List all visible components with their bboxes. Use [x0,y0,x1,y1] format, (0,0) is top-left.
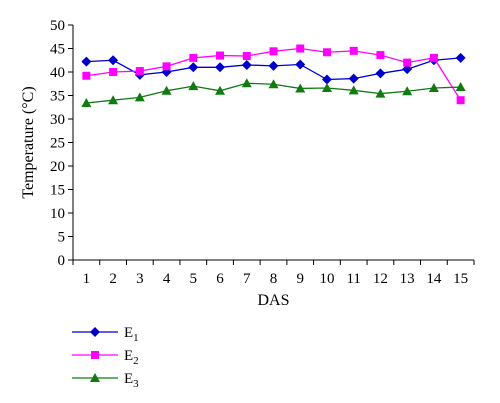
data-point [375,68,386,79]
data-point [215,62,226,73]
data-point [161,85,172,95]
legend-item-e2: E2 [72,348,139,367]
y-tick-label: 35 [50,89,65,105]
x-tick-label: 10 [319,271,334,287]
data-point [403,58,412,67]
x-tick-label: 5 [190,271,198,287]
axes [72,25,474,261]
data-point [241,59,252,70]
data-point [108,55,119,66]
data-point [456,96,465,105]
data-point [268,79,279,89]
data-point [322,48,331,57]
data-point [134,92,145,102]
legend-swatch-marker [91,351,99,359]
legend-item-e3: E3 [72,371,139,390]
legend-item-e1: E1 [72,325,139,344]
y-tick-label: 40 [50,65,65,81]
data-point [429,53,438,62]
x-tick-label: 12 [373,271,388,287]
data-point [135,67,144,76]
y-tick-label: 50 [50,18,65,34]
y-axis-title: Temperature (°C) [20,86,37,198]
y-tick-label: 45 [50,42,65,58]
y-tick-label: 0 [58,253,66,269]
data-point [402,86,413,96]
data-point [402,64,413,75]
y-tick-label: 30 [50,112,65,128]
legend-label: E1 [124,325,139,344]
y-tick-label: 20 [50,159,65,175]
series-layer [81,44,466,108]
data-point [188,62,199,73]
x-tick-label: 8 [270,271,278,287]
x-tick-label: 7 [243,271,251,287]
data-point [269,47,278,56]
legend-swatch-marker [90,373,100,382]
legend-label: E2 [124,348,139,367]
data-point [109,68,118,76]
data-point [375,88,386,98]
data-point [216,51,225,60]
x-tick-label: 3 [136,271,144,287]
data-point [321,82,332,92]
x-tick-label: 13 [400,271,415,287]
y-tick-label: 10 [50,206,65,222]
x-axis-ticks: 1 2 3 4 5 6 7 8 9 10 11 12 13 14 15 [72,260,475,287]
legend: E1 E2 E3 [72,325,139,390]
x-tick-label: 4 [163,271,171,287]
series-e2 [82,44,465,105]
data-point [455,52,466,63]
data-point [241,78,252,88]
data-point [348,73,359,84]
data-point [349,46,358,55]
data-point [376,51,385,60]
data-point [348,85,359,95]
data-point [82,71,91,80]
data-point [81,56,92,67]
series-e3 [81,78,466,108]
x-tick-label: 6 [216,271,224,287]
x-axis-title: DAS [257,292,289,309]
data-point [428,82,439,92]
legend-label: E3 [124,371,139,390]
data-point [162,62,171,71]
legend-swatch-marker [90,327,100,337]
data-point [321,74,332,85]
y-tick-label: 15 [50,183,65,199]
data-point [242,52,251,61]
data-point [108,95,119,105]
data-point [188,81,199,91]
x-tick-label: 9 [296,271,304,287]
data-point [455,82,466,92]
data-point [295,83,306,93]
data-point [296,44,305,53]
y-tick-label: 5 [58,230,66,246]
y-axis-ticks: 0 5 10 15 20 25 30 35 40 45 50 [50,18,73,269]
data-point [81,98,92,108]
data-point [215,85,226,95]
x-tick-label: 11 [346,271,360,287]
x-tick-label: 14 [426,271,442,287]
x-tick-label: 2 [109,271,117,287]
x-tick-label: 15 [453,271,468,287]
data-point [189,53,198,62]
data-point [268,60,279,71]
y-tick-label: 25 [50,136,65,152]
data-point [295,59,306,70]
x-tick-label: 1 [83,271,91,287]
